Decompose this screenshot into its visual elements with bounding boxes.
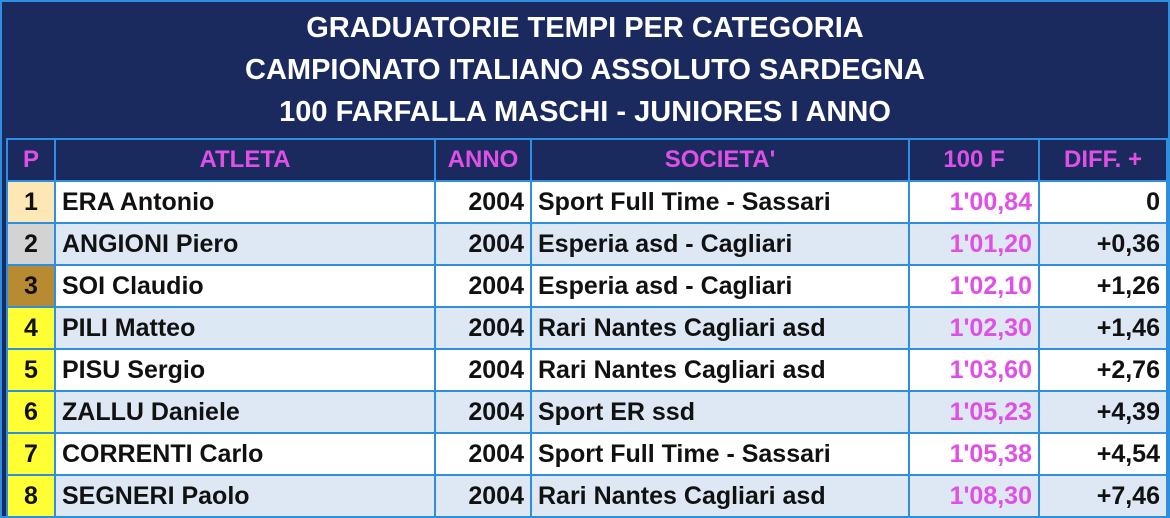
title-line-1: GRADUATORIE TEMPI PER CATEGORIA — [306, 12, 864, 44]
col-header-diff: DIFF. + — [1038, 138, 1168, 182]
diff-cell: +1,26 — [1038, 264, 1168, 308]
col-header-athlete: ATLETA — [54, 138, 436, 182]
diff-cell: +1,46 — [1038, 306, 1168, 350]
time-cell: 1'05,23 — [908, 390, 1040, 434]
athlete-cell: PILI Matteo — [54, 306, 436, 350]
col-header-position: P — [6, 138, 56, 182]
club-cell: Rari Nantes Cagliari asd — [530, 348, 910, 392]
table-row: 6 ZALLU Daniele 2004 Sport ER ssd 1'05,23 +4,… — [6, 390, 1168, 434]
table-row: 3 SOI Claudio 2004 Esperia asd - Cagliari 1'… — [6, 264, 1168, 308]
club-cell: Esperia asd - Cagliari — [530, 222, 910, 266]
year-cell: 2004 — [434, 348, 532, 392]
club-cell: Rari Nantes Cagliari asd — [530, 306, 910, 350]
table-row: 7 CORRENTI Carlo 2004 Sport Full Time - Sas… — [6, 432, 1168, 476]
athlete-cell: ANGIONI Piero — [54, 222, 436, 266]
header-row: P ATLETA ANNO SOCIETA' 100 F DIFF. + — [6, 138, 1168, 182]
table-row: 5 PISU Sergio 2004 Rari Nantes Cagliari asd… — [6, 348, 1168, 392]
results-body: 1 ERA Antonio 2004 Sport Full Time - Sassar… — [6, 180, 1168, 518]
year-cell: 2004 — [434, 390, 532, 434]
results-table: P ATLETA ANNO SOCIETA' 100 F DIFF. + 1 ER… — [6, 138, 1168, 518]
year-cell: 2004 — [434, 432, 532, 476]
rank-cell: 8 — [6, 474, 56, 518]
diff-cell: +4,54 — [1038, 432, 1168, 476]
rank-cell: 6 — [6, 390, 56, 434]
col-header-year: ANNO — [434, 138, 532, 182]
table-row: 4 PILI Matteo 2004 Rari Nantes Cagliari asd… — [6, 306, 1168, 350]
year-cell: 2004 — [434, 180, 532, 224]
time-cell: 1'05,38 — [908, 432, 1040, 476]
table-row: 1 ERA Antonio 2004 Sport Full Time - Sassar… — [6, 180, 1168, 224]
diff-cell: +7,46 — [1038, 474, 1168, 518]
table-row: 8 SEGNERI Paolo 2004 Rari Nantes Cagliari a… — [6, 474, 1168, 518]
year-cell: 2004 — [434, 474, 532, 518]
rank-cell: 1 — [6, 180, 56, 224]
time-cell: 1'00,84 — [908, 180, 1040, 224]
club-cell: Sport Full Time - Sassari — [530, 180, 910, 224]
title-line-3: 100 FARFALLA MASCHI - JUNIORES I ANNO — [279, 96, 891, 128]
rank-cell: 3 — [6, 264, 56, 308]
diff-cell: +4,39 — [1038, 390, 1168, 434]
title-block: GRADUATORIE TEMPI PER CATEGORIA CAMPIONA… — [2, 2, 1168, 138]
time-cell: 1'03,60 — [908, 348, 1040, 392]
athlete-cell: CORRENTI Carlo — [54, 432, 436, 476]
athlete-cell: ZALLU Daniele — [54, 390, 436, 434]
club-cell: Esperia asd - Cagliari — [530, 264, 910, 308]
rank-cell: 7 — [6, 432, 56, 476]
title-line-2: CAMPIONATO ITALIANO ASSOLUTO SARDEGNA — [245, 54, 925, 86]
athlete-cell: ERA Antonio — [54, 180, 436, 224]
athlete-cell: SEGNERI Paolo — [54, 474, 436, 518]
diff-cell: 0 — [1038, 180, 1168, 224]
rank-cell: 2 — [6, 222, 56, 266]
time-cell: 1'02,30 — [908, 306, 1040, 350]
club-cell: Sport Full Time - Sassari — [530, 432, 910, 476]
year-cell: 2004 — [434, 222, 532, 266]
diff-cell: +0,36 — [1038, 222, 1168, 266]
rank-cell: 4 — [6, 306, 56, 350]
rank-cell: 5 — [6, 348, 56, 392]
time-cell: 1'08,30 — [908, 474, 1040, 518]
diff-cell: +2,76 — [1038, 348, 1168, 392]
time-cell: 1'01,20 — [908, 222, 1040, 266]
col-header-club: SOCIETA' — [530, 138, 910, 182]
club-cell: Sport ER ssd — [530, 390, 910, 434]
time-cell: 1'02,10 — [908, 264, 1040, 308]
athlete-cell: PISU Sergio — [54, 348, 436, 392]
col-header-time: 100 F — [908, 138, 1040, 182]
year-cell: 2004 — [434, 306, 532, 350]
year-cell: 2004 — [434, 264, 532, 308]
table-row: 2 ANGIONI Piero 2004 Esperia asd - Cagliari… — [6, 222, 1168, 266]
club-cell: Rari Nantes Cagliari asd — [530, 474, 910, 518]
athlete-cell: SOI Claudio — [54, 264, 436, 308]
